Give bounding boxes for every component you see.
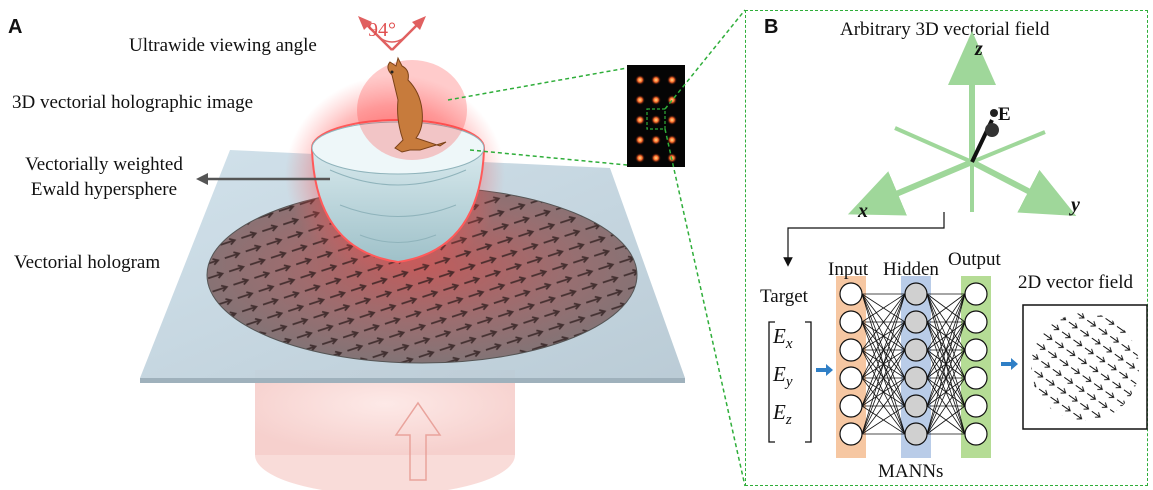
holographic-image-label: 3D vectorial holographic image bbox=[12, 92, 254, 113]
bowl-texture bbox=[329, 169, 467, 243]
ewald-label-line1: Vectorially weighted bbox=[25, 154, 183, 175]
target-connector bbox=[783, 212, 945, 267]
panel-b-letter: B bbox=[764, 16, 779, 38]
input-arrow-icon bbox=[816, 364, 833, 376]
panel-a-letter: A bbox=[8, 16, 23, 38]
input-nodes bbox=[839, 282, 863, 446]
input-layer-label: Input bbox=[828, 259, 869, 280]
up-arrow-icon bbox=[394, 401, 442, 481]
viewing-angle-arrows bbox=[358, 16, 426, 51]
zoom-box bbox=[646, 108, 666, 130]
hidden-nodes bbox=[904, 282, 928, 446]
e-vector-ball bbox=[985, 123, 999, 137]
plane-edge bbox=[140, 378, 685, 383]
ultrawide-label: Ultrawide viewing angle bbox=[129, 35, 317, 56]
dot-array bbox=[635, 75, 677, 163]
zoom-line-top bbox=[447, 67, 628, 101]
e-vector-tip bbox=[990, 109, 998, 117]
field-e-label: E bbox=[998, 104, 1011, 125]
panel-a-illustration bbox=[140, 9, 745, 490]
target-ey: Ey bbox=[773, 362, 793, 391]
network-label: MANNs bbox=[878, 461, 944, 482]
axis-x-label: x bbox=[858, 200, 868, 222]
target-ex: Ex bbox=[773, 324, 793, 353]
vector-bracket-left bbox=[768, 321, 775, 443]
output-arrow-icon bbox=[1001, 358, 1018, 370]
vector-field-arrows bbox=[1031, 313, 1139, 421]
panel-b-frame bbox=[745, 10, 1148, 486]
axis-z-label: z bbox=[975, 38, 983, 60]
network-connections bbox=[861, 293, 966, 435]
base-glow-cylinder bbox=[255, 370, 515, 455]
target-ez: Ez bbox=[773, 400, 792, 429]
vector-bracket-right bbox=[805, 321, 812, 443]
output-layer-label: Output bbox=[948, 249, 1001, 270]
vector-field-label: 2D vector field bbox=[1018, 272, 1134, 293]
ewald-pointer-head bbox=[196, 173, 208, 185]
viewing-angle-value: 94° bbox=[368, 19, 396, 41]
kangaroo-image bbox=[357, 56, 467, 160]
ewald-label-line2: Ewald hypersphere bbox=[30, 179, 178, 200]
output-nodes bbox=[964, 282, 988, 446]
zoom-line-to-b-bottom bbox=[664, 128, 745, 487]
panel-b-illustration bbox=[768, 31, 1148, 458]
target-label: Target bbox=[760, 286, 808, 307]
hologram-label: Vectorial hologram bbox=[14, 252, 161, 273]
axis-y-label: y bbox=[1071, 194, 1080, 216]
hidden-layer-label: Hidden bbox=[883, 259, 939, 280]
zoom-line-bottom bbox=[469, 149, 628, 166]
panel-b-title: Arbitrary 3D vectorial field bbox=[840, 19, 1050, 40]
3d-axes bbox=[847, 31, 1077, 217]
zoom-line-to-b-top bbox=[664, 9, 745, 110]
